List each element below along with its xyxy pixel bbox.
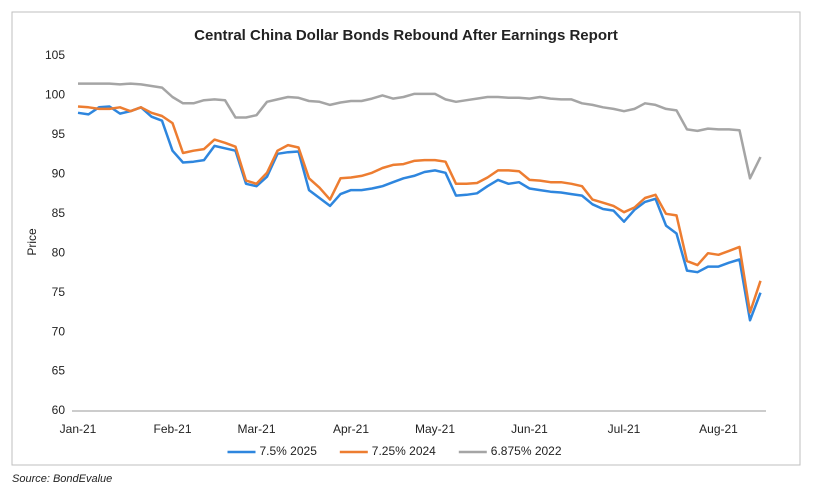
x-tick-label: Jan-21	[60, 422, 97, 436]
x-tick-label: Apr-21	[333, 422, 369, 436]
x-tick-label: Feb-21	[153, 422, 191, 436]
y-tick-label: 85	[52, 206, 66, 220]
y-tick-label: 60	[52, 403, 66, 417]
chart-frame	[11, 11, 801, 466]
x-tick-label: Jun-21	[511, 422, 548, 436]
series-line	[77, 105, 762, 314]
y-tick-label: 95	[52, 127, 66, 141]
series-line	[77, 105, 762, 322]
y-tick-label: 70	[52, 324, 66, 338]
source-note: Source: BondEvalue	[12, 473, 112, 485]
y-tick-label: 105	[45, 48, 65, 62]
chart-title: Central China Dollar Bonds Rebound After…	[194, 27, 618, 44]
y-axis-label: Price	[25, 228, 39, 256]
y-tick-label: 75	[52, 285, 66, 299]
y-tick-label: 80	[52, 245, 66, 259]
x-tick-label: Aug-21	[699, 422, 738, 436]
y-tick-label: 90	[52, 167, 66, 181]
legend-label: 6.875% 2022	[491, 444, 562, 458]
x-tick-label: May-21	[415, 422, 455, 436]
legend-label: 7.5% 2025	[260, 444, 318, 458]
legend-label: 7.25% 2024	[372, 444, 436, 458]
x-tick-label: Jul-21	[608, 422, 641, 436]
series-line	[78, 82, 762, 180]
y-tick-label: 100	[45, 88, 65, 102]
x-tick-label: Mar-21	[237, 422, 275, 436]
y-tick-label: 65	[52, 364, 66, 378]
